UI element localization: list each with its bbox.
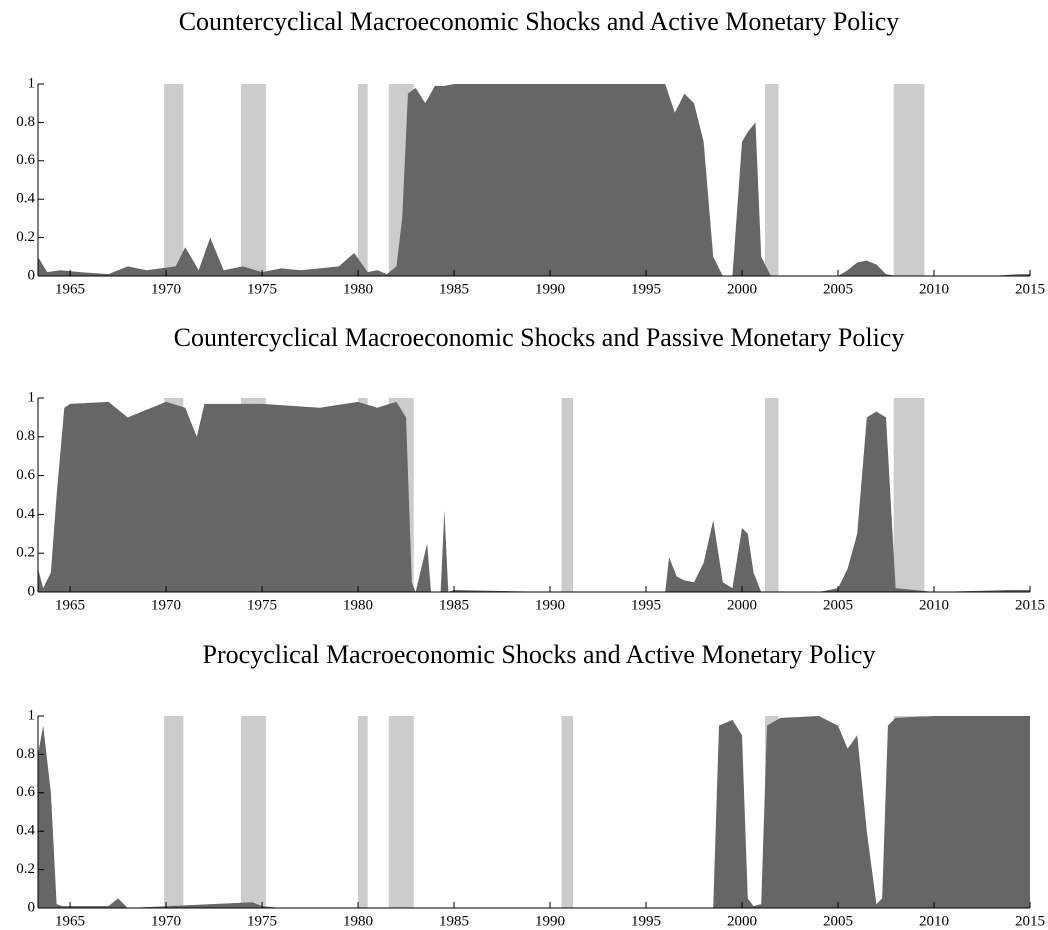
x-tick-label: 1995 (631, 913, 661, 929)
probability-area (38, 84, 1030, 276)
x-tick-label: 1985 (439, 913, 469, 929)
x-tick-label: 2005 (823, 913, 853, 929)
y-tick-label: 0.8 (16, 114, 35, 130)
x-tick-label: 1965 (55, 281, 85, 297)
y-tick-label: 0.8 (16, 746, 35, 762)
x-tick-label: 1995 (631, 597, 661, 613)
y-tick-label: 0.4 (16, 506, 35, 522)
y-tick-label: 0.8 (16, 428, 35, 444)
x-tick-label: 2000 (727, 281, 757, 297)
y-tick-label: 0.6 (16, 152, 35, 168)
y-tick-label: 0.2 (16, 229, 35, 245)
recession-band (765, 398, 779, 592)
y-tick-label: 0.6 (16, 467, 35, 483)
recession-band (893, 84, 925, 276)
recession-band (561, 398, 574, 592)
recession-band (388, 716, 414, 908)
panel-title: Countercyclical Macroeconomic Shocks and… (174, 323, 905, 352)
x-tick-label: 1985 (439, 281, 469, 297)
y-tick-label: 1 (28, 389, 36, 405)
x-tick-label: 1990 (535, 597, 565, 613)
x-tick-label: 2000 (727, 913, 757, 929)
x-tick-label: 1975 (247, 281, 277, 297)
probability-area (38, 716, 1030, 908)
recession-band (358, 84, 368, 276)
x-tick-label: 1965 (55, 913, 85, 929)
x-tick-label: 2010 (919, 597, 949, 613)
x-tick-label: 1995 (631, 281, 661, 297)
x-tick-label: 1980 (343, 913, 373, 929)
x-tick-label: 1970 (151, 913, 181, 929)
x-tick-label: 1985 (439, 597, 469, 613)
y-tick-label: 1 (28, 707, 36, 723)
y-tick-label: 1 (28, 75, 36, 91)
y-tick-label: 0.6 (16, 784, 35, 800)
x-tick-label: 1970 (151, 597, 181, 613)
y-tick-label: 0.4 (16, 191, 35, 207)
x-tick-label: 2015 (1015, 913, 1045, 929)
x-tick-label: 1970 (151, 281, 181, 297)
x-tick-label: 2015 (1015, 597, 1045, 613)
x-tick-label: 2005 (823, 597, 853, 613)
x-tick-label: 1990 (535, 913, 565, 929)
x-tick-label: 1975 (247, 597, 277, 613)
recession-band (561, 716, 574, 908)
recession-band (240, 84, 266, 276)
x-tick-label: 1980 (343, 597, 373, 613)
recession-band (240, 716, 266, 908)
x-tick-label: 2015 (1015, 281, 1045, 297)
x-tick-label: 1975 (247, 913, 277, 929)
y-tick-label: 0.2 (16, 545, 35, 561)
recession-band (164, 84, 184, 276)
recession-band (765, 84, 779, 276)
x-tick-label: 2010 (919, 913, 949, 929)
x-tick-label: 2005 (823, 281, 853, 297)
recession-band (164, 716, 184, 908)
y-tick-label: 0 (28, 583, 36, 599)
x-tick-label: 2000 (727, 597, 757, 613)
y-tick-label: 0.4 (16, 823, 35, 839)
y-tick-label: 0 (28, 899, 36, 915)
y-tick-label: 0 (28, 267, 36, 283)
x-tick-label: 2010 (919, 281, 949, 297)
x-tick-label: 1980 (343, 281, 373, 297)
y-tick-label: 0.2 (16, 861, 35, 877)
panel-title: Countercyclical Macroeconomic Shocks and… (179, 7, 900, 36)
x-tick-label: 1990 (535, 281, 565, 297)
x-tick-label: 1965 (55, 597, 85, 613)
probability-area (38, 401, 1030, 592)
recession-band (893, 398, 925, 592)
recession-band (358, 716, 368, 908)
panel-title: Procyclical Macroeconomic Shocks and Act… (203, 640, 876, 669)
